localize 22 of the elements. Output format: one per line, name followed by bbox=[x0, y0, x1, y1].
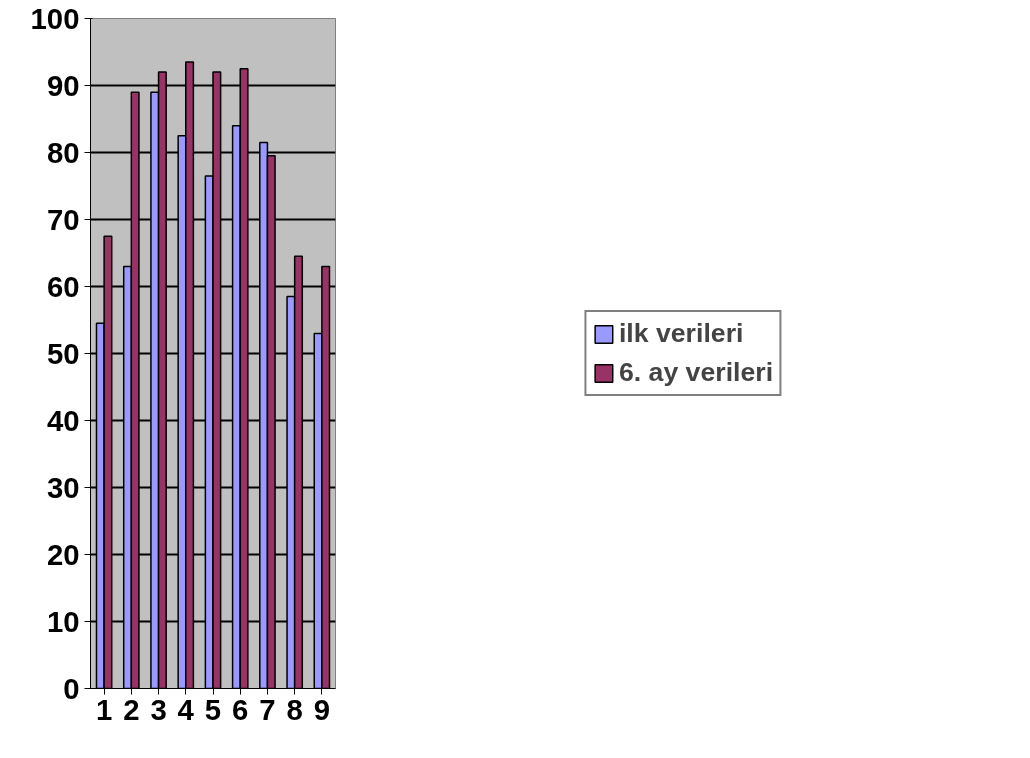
x-tick-label: 8 bbox=[286, 692, 303, 726]
x-tick-label: 7 bbox=[259, 692, 276, 726]
y-tick-label: 30 bbox=[46, 470, 80, 504]
y-tick-label: 100 bbox=[30, 1, 80, 35]
x-tick-label: 6 bbox=[232, 692, 249, 726]
y-tick-label: 10 bbox=[46, 604, 80, 638]
y-tick-label: 70 bbox=[46, 202, 80, 236]
x-tick-label: 2 bbox=[123, 692, 140, 726]
legend-label: 6. ay verileri bbox=[618, 357, 774, 388]
y-tick-label: 40 bbox=[46, 403, 80, 437]
y-tick-label: 90 bbox=[46, 68, 80, 102]
y-tick-label: 0 bbox=[63, 671, 80, 705]
x-tick-label: 9 bbox=[313, 692, 331, 726]
legend-label: ilk verileri bbox=[618, 318, 744, 349]
y-tick-label: 80 bbox=[46, 135, 80, 169]
x-tick-label: 1 bbox=[95, 692, 113, 726]
x-tick-label: 5 bbox=[204, 692, 222, 726]
x-tick-label: 3 bbox=[150, 692, 167, 726]
y-tick-label: 60 bbox=[46, 269, 80, 303]
y-tick-label: 50 bbox=[46, 336, 80, 370]
x-tick-label: 4 bbox=[177, 692, 195, 726]
y-tick-label: 20 bbox=[46, 537, 80, 571]
